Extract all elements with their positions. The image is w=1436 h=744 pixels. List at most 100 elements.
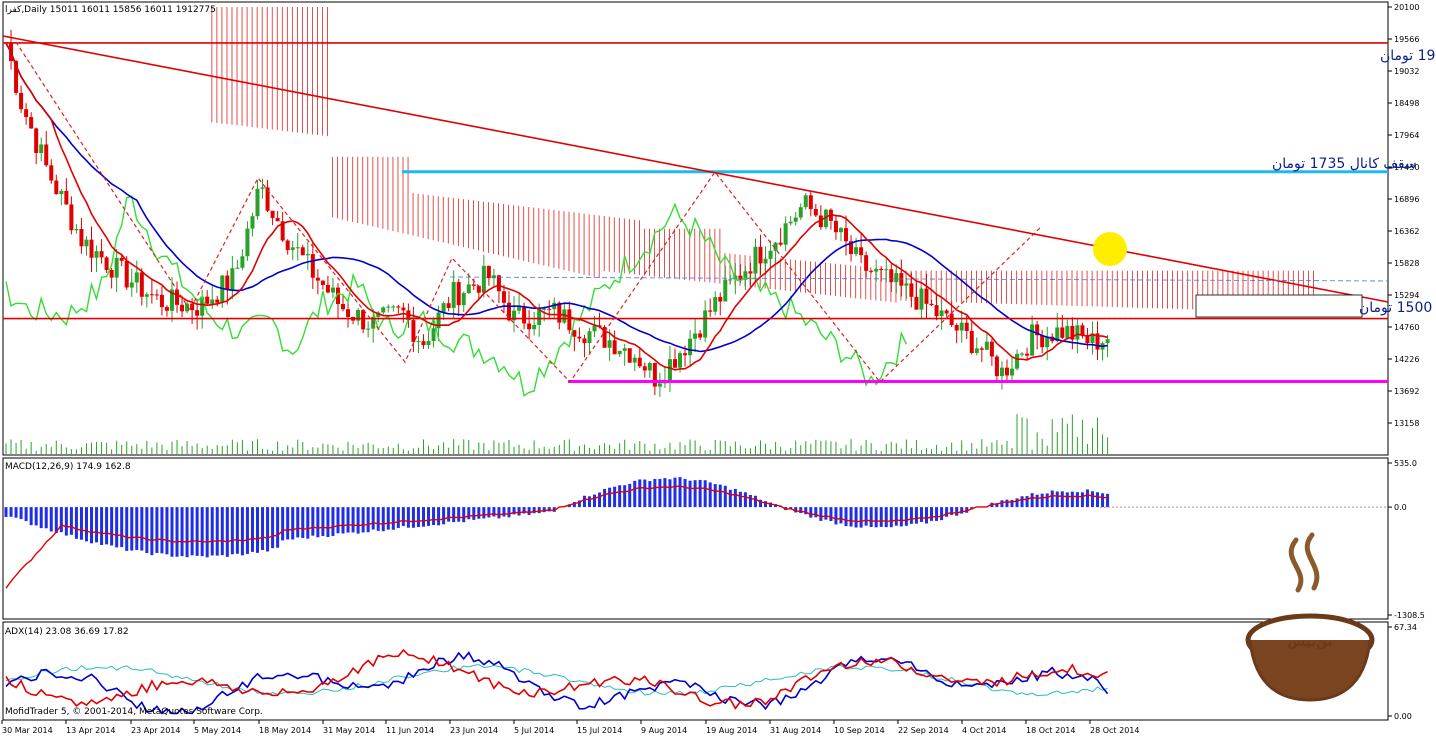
- macd-histogram-bar: [281, 507, 284, 540]
- macd-histogram-bar: [316, 507, 319, 537]
- candle-body: [145, 294, 149, 296]
- candle-body: [271, 211, 275, 218]
- candle-body: [522, 307, 526, 323]
- macd-histogram-bar: [940, 507, 943, 520]
- candle-body: [452, 282, 456, 308]
- macd-histogram-bar: [266, 507, 269, 551]
- macd-histogram-bar: [55, 507, 58, 533]
- x-tick-label: 15 Jul 2014: [577, 726, 622, 735]
- candle-body: [960, 323, 964, 331]
- candle-body: [341, 304, 345, 309]
- macd-histogram-bar: [342, 507, 345, 533]
- macd-histogram-bar: [814, 507, 817, 517]
- y-tick-label: 18498: [1394, 99, 1419, 108]
- macd-histogram-bar: [734, 489, 737, 507]
- macd-histogram-bar: [286, 507, 289, 539]
- candle-body: [95, 251, 99, 258]
- macd-histogram-bar: [115, 507, 118, 547]
- macd-histogram-bar: [955, 507, 958, 516]
- candle-body: [84, 240, 88, 247]
- macd-histogram-bar: [165, 507, 168, 554]
- candle-body: [361, 310, 365, 329]
- macd-histogram-bar: [633, 481, 636, 507]
- candle-body: [235, 268, 239, 269]
- macd-histogram-bar: [754, 496, 757, 507]
- macd-histogram-bar: [135, 507, 138, 550]
- candle-body: [909, 283, 913, 296]
- candle-body: [205, 297, 209, 304]
- macd-histogram-bar: [1046, 493, 1049, 507]
- y-tick-label: 16362: [1394, 227, 1419, 236]
- macd-histogram-bar: [482, 507, 485, 518]
- candle-body: [839, 228, 843, 232]
- candle-body: [245, 229, 249, 257]
- macd-histogram-bar: [241, 507, 244, 555]
- macd-histogram-bar: [422, 507, 425, 527]
- candle-body: [809, 195, 813, 209]
- macd-histogram-bar: [673, 478, 676, 507]
- candle-body: [784, 223, 788, 244]
- candle-body: [764, 259, 768, 264]
- candle-body: [19, 93, 23, 109]
- macd-histogram-bar: [75, 507, 78, 539]
- macd-histogram-bar: [839, 507, 842, 523]
- macd-histogram-bar: [1061, 491, 1064, 507]
- candle-body: [59, 191, 63, 194]
- candle-body: [718, 297, 722, 301]
- macd-histogram-bar: [684, 479, 687, 507]
- candle-body: [130, 282, 134, 287]
- macd-histogram-bar: [261, 507, 264, 550]
- macd-histogram-bar: [900, 507, 903, 526]
- macd-histogram-bar: [477, 507, 480, 519]
- candle-body: [542, 309, 546, 310]
- candle-body: [753, 247, 757, 274]
- x-tick-label: 9 Aug 2014: [641, 726, 687, 735]
- macd-histogram-bar: [1026, 496, 1029, 507]
- macd-histogram-bar: [704, 480, 707, 507]
- macd-histogram-bar: [186, 507, 189, 557]
- candle-body: [935, 305, 939, 316]
- y-tick-label: 14226: [1394, 355, 1419, 364]
- macd-histogram-bar: [588, 496, 591, 507]
- macd-histogram-bar: [95, 507, 98, 542]
- macd-histogram-bar: [331, 507, 334, 536]
- candle-body: [140, 272, 144, 296]
- macd-histogram-bar: [372, 507, 375, 529]
- main-chart-header: کفرا,Daily 15011 16011 15856 16011 19127…: [5, 5, 216, 15]
- candle-body: [547, 309, 551, 310]
- candle-body: [985, 342, 989, 350]
- macd-histogram-bar: [945, 507, 948, 517]
- macd-histogram-bar: [40, 507, 43, 528]
- macd-histogram-bar: [5, 507, 8, 517]
- x-tick-label: 5 May 2014: [194, 726, 241, 735]
- macd-histogram-bar: [850, 507, 853, 526]
- macd-histogram-bar: [211, 507, 214, 555]
- candle-body: [90, 240, 94, 258]
- candle-body: [859, 247, 863, 255]
- candle-body: [919, 289, 923, 310]
- candle-body: [296, 247, 300, 248]
- macd-histogram-bar: [583, 496, 586, 507]
- macd-histogram-bar: [362, 507, 365, 532]
- candle-body: [698, 333, 702, 337]
- macd-histogram-bar: [462, 507, 465, 522]
- candle-body: [1010, 369, 1014, 376]
- y-tick-label: 20100: [1394, 3, 1419, 12]
- macd-histogram-bar: [221, 507, 224, 555]
- macd-histogram-bar: [1021, 496, 1024, 507]
- candle-body: [924, 289, 928, 304]
- macd-histogram-bar: [412, 507, 415, 528]
- candle-body: [1045, 337, 1049, 348]
- candle-body: [618, 351, 622, 354]
- macd-histogram-bar: [326, 507, 329, 537]
- macd-histogram-bar: [603, 489, 606, 507]
- macd-histogram-bar: [347, 507, 350, 532]
- candle-body: [120, 258, 124, 261]
- candle-body: [110, 270, 114, 278]
- y-tick-label: 15294: [1394, 291, 1419, 300]
- x-tick-label: 22 Sep 2014: [898, 726, 949, 735]
- candle-body: [799, 207, 803, 217]
- macd-histogram-bar: [155, 507, 158, 553]
- candle-body: [577, 337, 581, 339]
- macd-histogram-bar: [799, 507, 802, 513]
